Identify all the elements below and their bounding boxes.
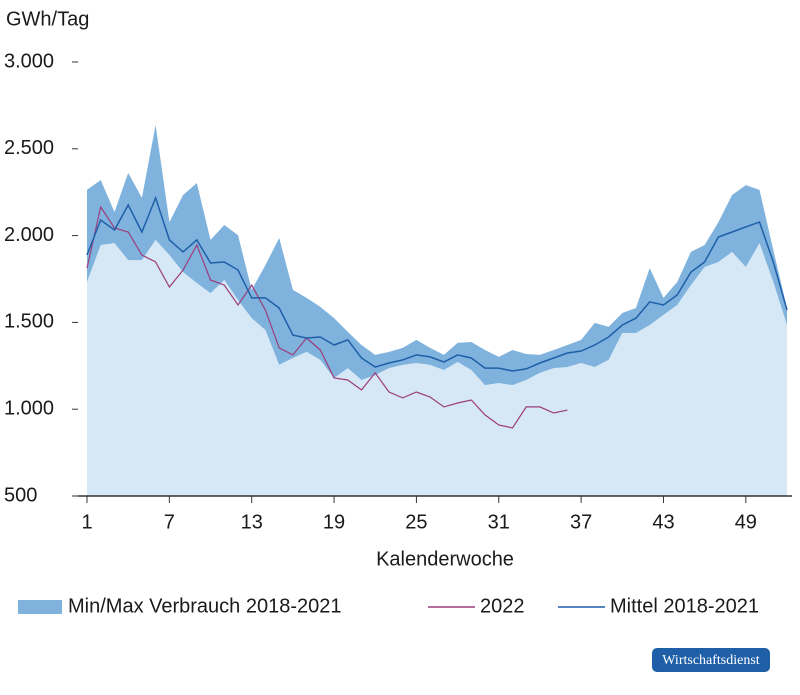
- line-series: [86, 205, 568, 429]
- source-badge: [652, 648, 770, 672]
- y-axis-label: GWh/Tag: [6, 8, 89, 30]
- x-tick-label: 25: [405, 511, 427, 533]
- x-tick-label: 37: [570, 511, 592, 533]
- x-tick-label: 19: [323, 511, 345, 533]
- y-tick-label: 1.500: [4, 311, 54, 333]
- legend-swatch: [18, 600, 62, 614]
- y-tick-label: 2.500: [4, 137, 54, 159]
- x-tick-label: 43: [652, 511, 674, 533]
- x-tick-label: 13: [241, 511, 263, 533]
- x-tick-label: 7: [164, 511, 175, 533]
- line-series: [86, 195, 788, 372]
- x-tick-label: 31: [488, 511, 510, 533]
- area-below-min: [87, 239, 787, 496]
- x-tick-label: 49: [735, 511, 757, 533]
- y-tick-label: 3.000: [4, 50, 54, 72]
- y-tick-label: 500: [4, 484, 37, 506]
- legend-label: 2022: [480, 595, 525, 617]
- y-tick-label: 2.000: [4, 224, 54, 246]
- source-badge-text: Wirtschaftsdienst: [662, 653, 760, 668]
- x-axis-label: Kalenderwoche: [376, 548, 514, 570]
- x-tick-label: 1: [81, 511, 92, 533]
- min-max-band: [87, 125, 787, 386]
- legend-label: Mittel 2018-2021: [610, 595, 759, 617]
- legend-label: Min/Max Verbrauch 2018-2021: [68, 595, 342, 617]
- y-tick-label: 1.000: [4, 397, 54, 419]
